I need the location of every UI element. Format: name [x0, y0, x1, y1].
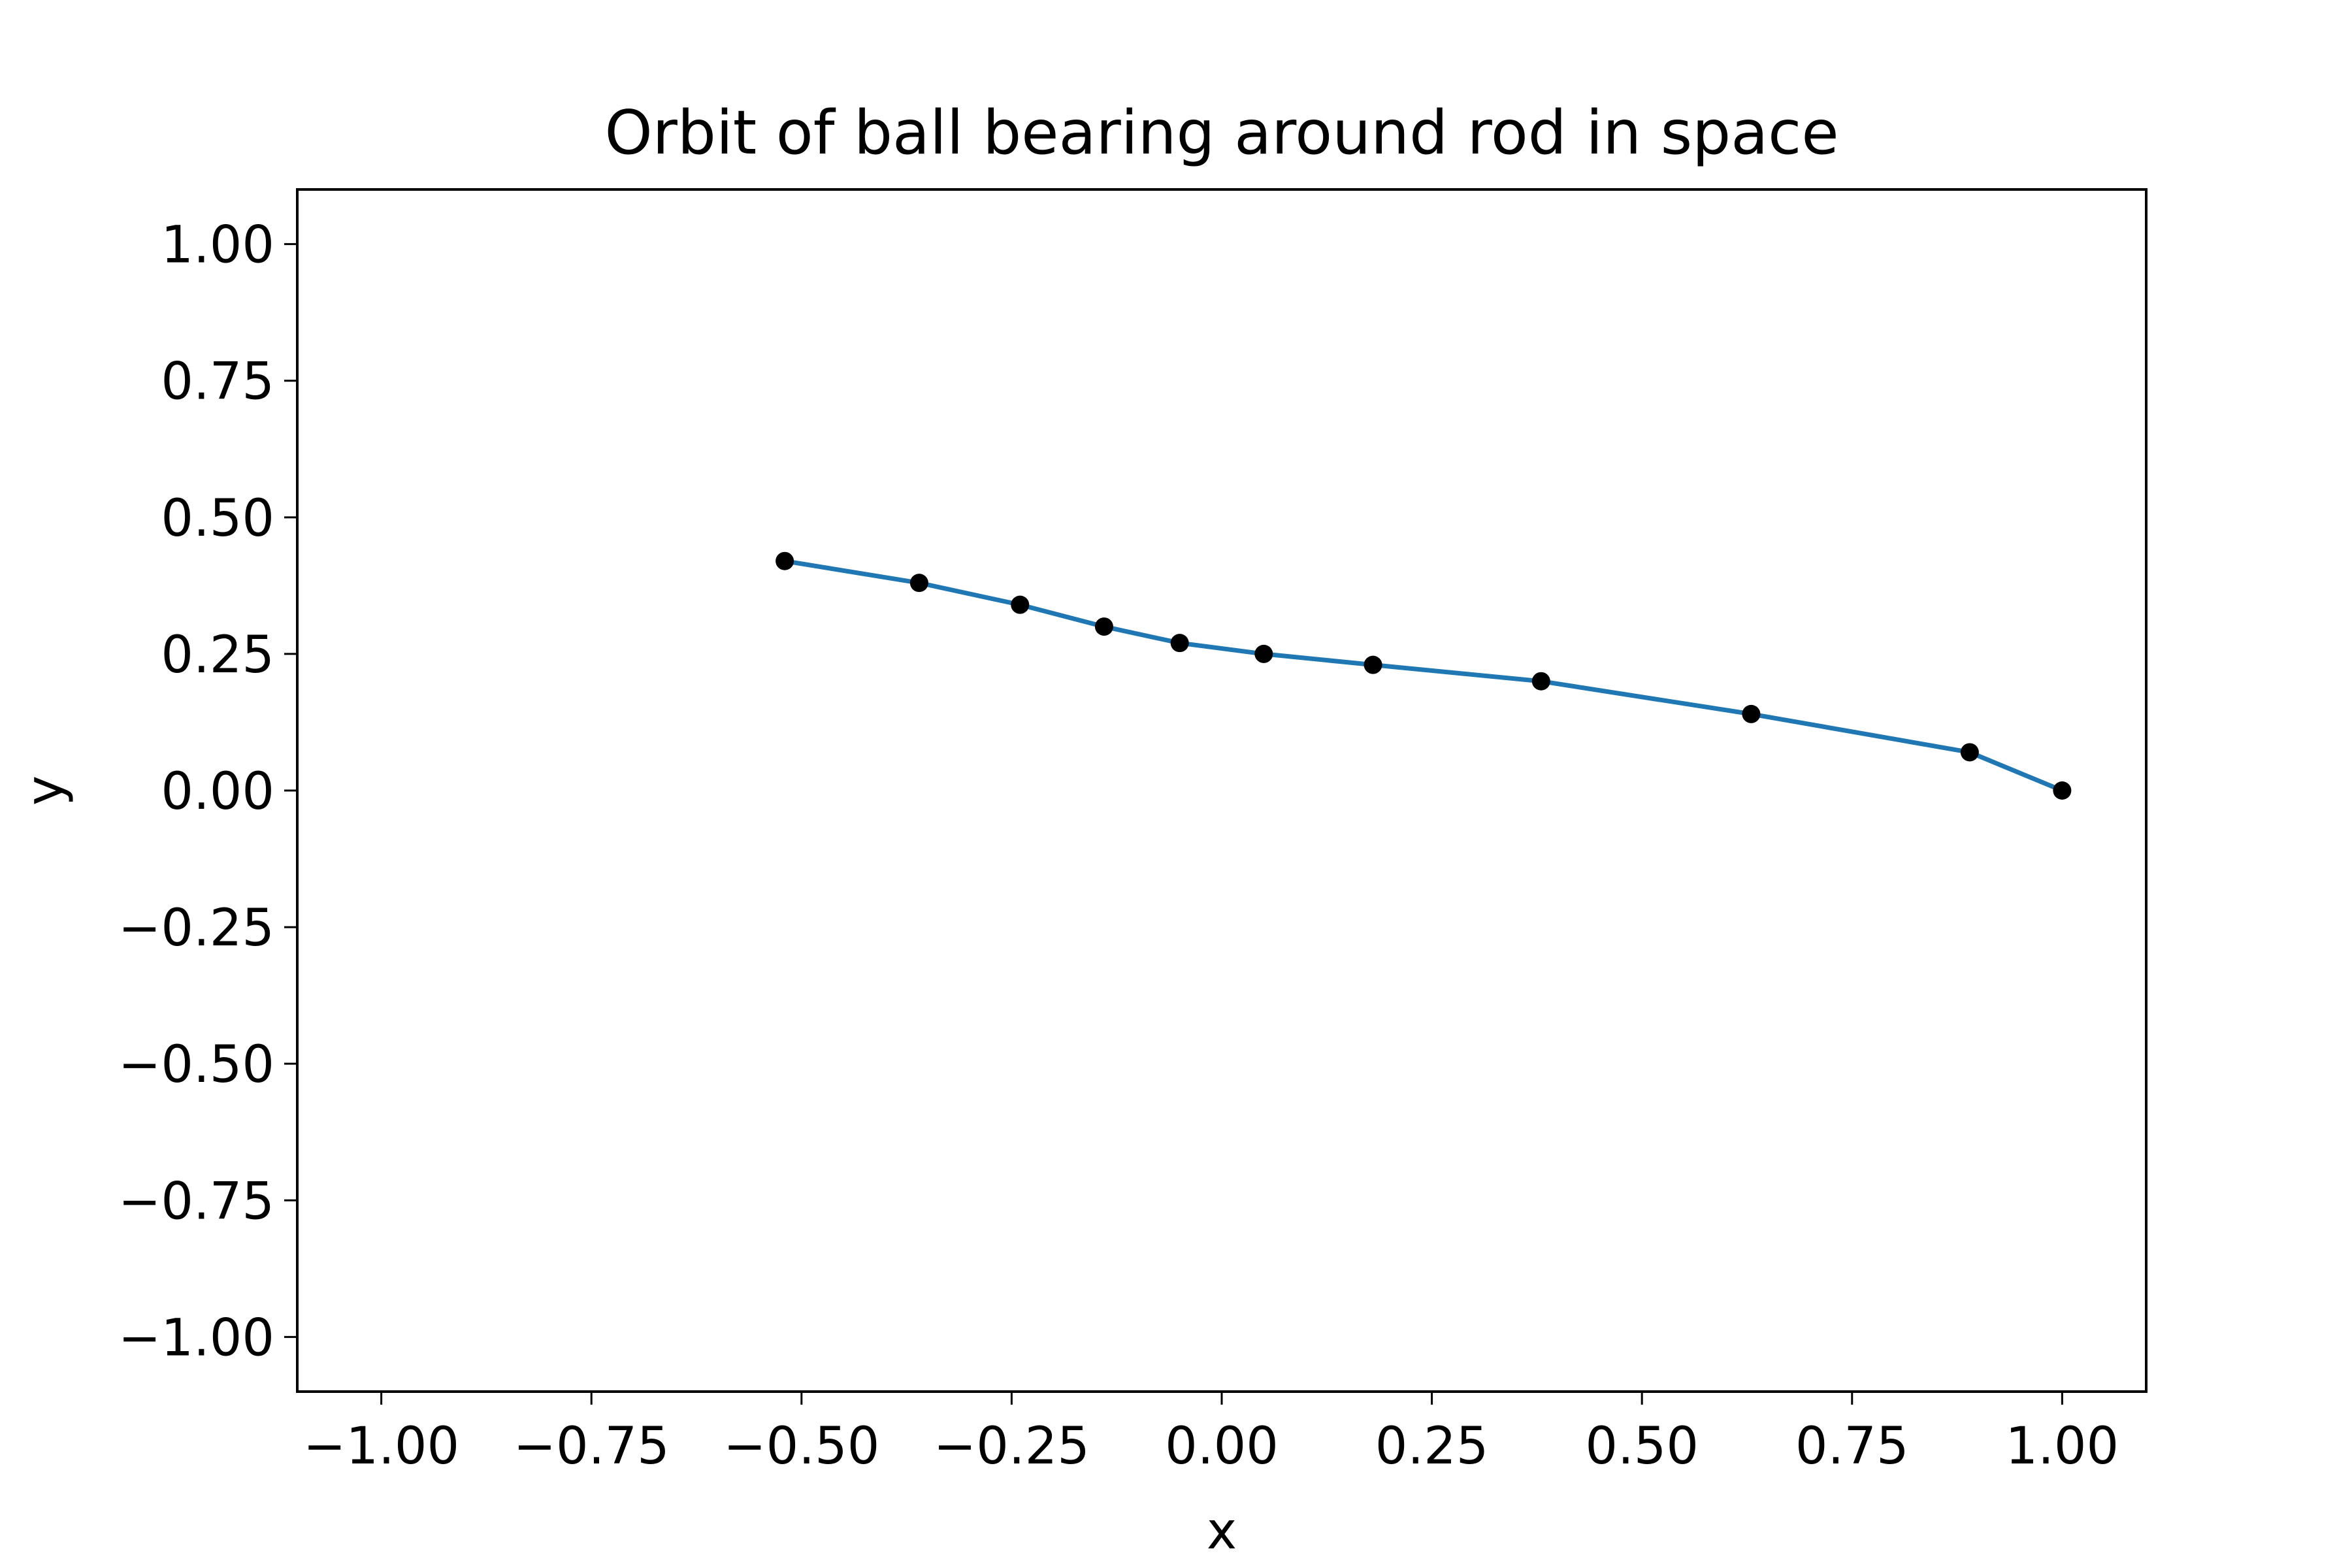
- y-axis: −1.00 −0.75 −0.50 −0.25 0.00 0.25 0.50 0.75 1.00: [118, 216, 297, 1367]
- series-0-point: [1094, 617, 1113, 636]
- series-0-point: [1742, 704, 1761, 723]
- series-0-point: [909, 574, 928, 593]
- chart-title: Orbit of ball bearing around rod in spac…: [604, 97, 1838, 168]
- x-tick-label: 1.00: [2006, 1417, 2119, 1476]
- y-axis-label: y: [16, 776, 74, 806]
- series-0-point: [1011, 595, 1030, 614]
- y-tick-label: 0.00: [161, 762, 274, 821]
- x-axis-label: x: [1207, 1502, 1237, 1561]
- y-tick-label: −1.00: [118, 1309, 274, 1367]
- series-0-point: [2053, 781, 2072, 800]
- series-0-point: [1364, 655, 1382, 674]
- plot-area: [776, 551, 2072, 800]
- y-tick-label: −0.25: [118, 899, 274, 958]
- series-0-point: [1531, 672, 1550, 691]
- x-tick-label: 0.00: [1165, 1417, 1279, 1476]
- x-tick-label: −0.75: [514, 1417, 670, 1476]
- x-tick-label: −1.00: [303, 1417, 459, 1476]
- series-0-point: [1170, 634, 1189, 653]
- x-tick-label: 0.50: [1585, 1417, 1699, 1476]
- series-0-point: [776, 551, 794, 570]
- y-tick-label: −0.50: [118, 1036, 274, 1094]
- x-tick-label: 0.25: [1375, 1417, 1489, 1476]
- x-axis: −1.00 −0.75 −0.50 −0.25 0.00 0.25 0.50 0.75 1.00: [303, 1392, 2119, 1476]
- y-tick-label: −0.75: [118, 1172, 274, 1231]
- y-tick-label: 1.00: [161, 216, 274, 275]
- y-tick-label: 0.75: [161, 353, 274, 412]
- x-tick-label: −0.50: [723, 1417, 879, 1476]
- y-tick-label: 0.50: [161, 489, 274, 548]
- x-tick-label: 0.75: [1795, 1417, 1909, 1476]
- x-tick-label: −0.25: [934, 1417, 1090, 1476]
- series-0-point: [1960, 743, 1979, 762]
- series-0-point: [1254, 644, 1273, 663]
- y-tick-label: 0.25: [161, 626, 274, 685]
